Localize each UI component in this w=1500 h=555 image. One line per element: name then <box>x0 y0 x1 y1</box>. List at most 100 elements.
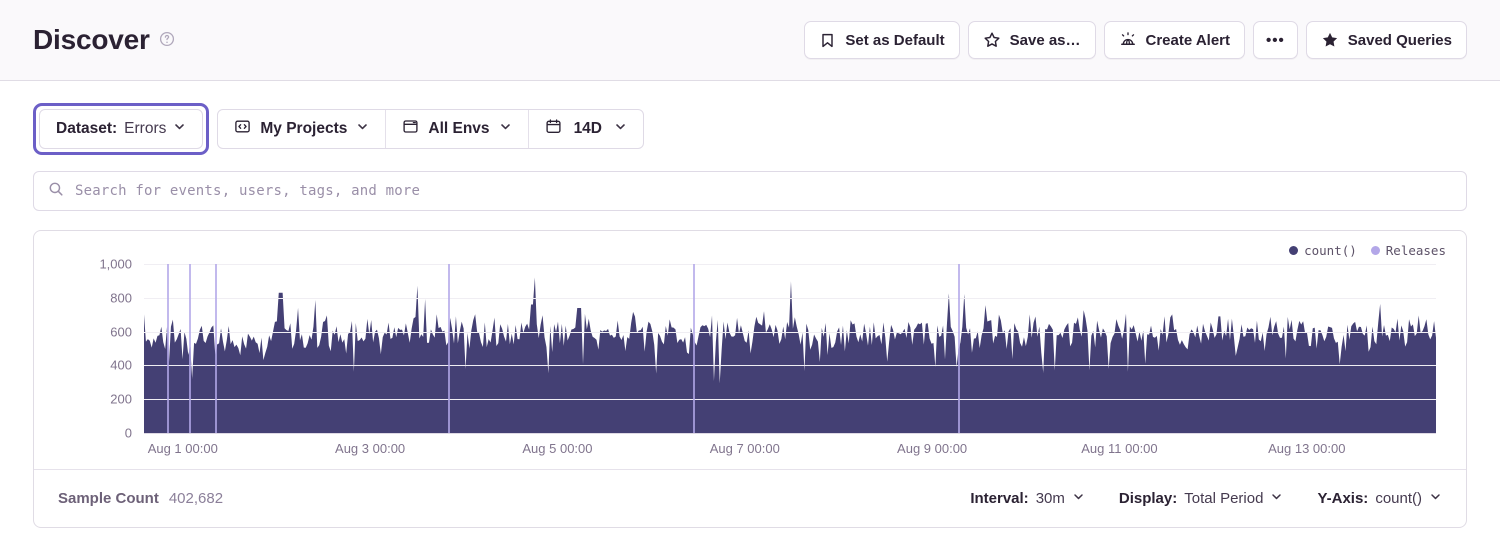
interval-selector[interactable]: Interval: 30m <box>970 490 1085 507</box>
release-marker[interactable] <box>189 264 192 433</box>
divider <box>385 110 387 148</box>
chart-plot-area[interactable] <box>144 264 1436 434</box>
legend-dot-count <box>1289 246 1299 255</box>
y-axis-tick: 200 <box>110 391 132 407</box>
saved-queries-button[interactable]: Saved Queries <box>1305 21 1467 59</box>
chevron-down-icon <box>614 120 627 138</box>
set-as-default-button[interactable]: Set as Default <box>804 21 960 59</box>
y-axis-tick: 0 <box>124 425 132 441</box>
chart-series-svg <box>144 277 1436 433</box>
project-icon <box>234 118 251 140</box>
chevron-down-icon <box>1429 490 1442 507</box>
project-label: My Projects <box>260 120 348 137</box>
date-range-label: 14D <box>573 120 602 137</box>
window-icon <box>402 118 419 140</box>
chart-area-count <box>144 277 1436 433</box>
release-marker[interactable] <box>447 264 450 433</box>
release-marker[interactable] <box>215 264 218 433</box>
search-wrap: Search for events, users, tags, and more <box>0 155 1500 211</box>
more-options-button[interactable]: ••• <box>1253 21 1298 59</box>
environment-selector[interactable]: All Envs <box>386 110 527 148</box>
sample-count-value: 402,682 <box>168 490 224 507</box>
x-axis-tick: Aug 9 00:00 <box>897 441 968 456</box>
chart-body: count() Releases 0 200 400 600 800 1,000 Aug … <box>34 231 1466 469</box>
create-alert-button[interactable]: Create Alert <box>1103 21 1245 59</box>
chart-legend: count() Releases <box>1289 243 1446 258</box>
chevron-down-icon <box>173 120 186 138</box>
page-title: Discover <box>33 24 150 55</box>
gridline <box>144 365 1436 367</box>
x-axis-tick: Aug 3 00:00 <box>335 441 406 456</box>
display-label: Display: <box>1118 490 1178 507</box>
sample-count: Sample Count 402,682 <box>58 490 223 507</box>
question-circle-icon[interactable] <box>159 31 175 47</box>
divider <box>527 110 529 148</box>
y-axis-tick: 400 <box>110 357 132 373</box>
ellipsis-icon: ••• <box>1266 31 1285 49</box>
star-outline-icon <box>983 31 1001 49</box>
interval-value: 30m <box>1035 490 1065 507</box>
chevron-down-icon <box>1270 490 1283 507</box>
chevron-down-icon <box>1072 490 1085 507</box>
save-as-button[interactable]: Save as… <box>967 21 1096 59</box>
search-placeholder: Search for events, users, tags, and more <box>75 183 421 199</box>
dataset-label: Dataset: <box>56 120 118 137</box>
gridline <box>144 331 1436 333</box>
filter-bar: Dataset: Errors My Projects <box>0 81 1500 155</box>
legend-item-count[interactable]: count() <box>1289 243 1357 258</box>
header-actions: Set as Default Save as… Create Alert <box>804 21 1467 59</box>
x-axis-tick: Aug 1 00:00 <box>147 441 218 456</box>
chevron-down-icon <box>499 120 512 138</box>
star-filled-icon <box>1321 31 1339 49</box>
gridline <box>144 433 1436 434</box>
release-marker[interactable] <box>693 264 696 433</box>
search-icon <box>48 181 64 202</box>
dataset-selector-focus-ring: Dataset: Errors <box>33 103 210 155</box>
page-header: Discover Set as Default Save <box>0 0 1500 81</box>
y-axis-tick: 1,000 <box>99 256 132 272</box>
y-axis-value: count() <box>1375 490 1422 507</box>
save-as-label: Save as… <box>1009 31 1081 49</box>
footer-controls: Interval: 30m Display: Total Period Y-Ax… <box>970 490 1442 507</box>
gridline <box>144 399 1436 401</box>
y-axis-tick: 800 <box>110 290 132 306</box>
interval-label: Interval: <box>970 490 1029 507</box>
y-axis-label: Y-Axis: <box>1317 490 1369 507</box>
chart-footer: Sample Count 402,682 Interval: 30m Displ… <box>34 469 1466 527</box>
bookmark-icon <box>819 32 836 49</box>
project-selector[interactable]: My Projects <box>218 110 385 148</box>
legend-label-releases: Releases <box>1385 243 1446 258</box>
calendar-icon <box>545 118 562 140</box>
filter-group: My Projects All Envs <box>217 109 644 149</box>
y-axis-selector[interactable]: Y-Axis: count() <box>1317 490 1442 507</box>
legend-dot-releases <box>1370 246 1380 255</box>
release-marker[interactable] <box>957 264 960 433</box>
environment-label: All Envs <box>428 120 490 137</box>
x-axis-tick: Aug 5 00:00 <box>522 441 593 456</box>
title-wrap: Discover <box>33 24 175 56</box>
create-alert-label: Create Alert <box>1145 31 1230 49</box>
sample-count-label: Sample Count <box>58 490 159 507</box>
x-axis-tick: Aug 11 00:00 <box>1081 441 1158 456</box>
legend-label-count: count() <box>1304 243 1357 258</box>
y-axis-tick: 600 <box>110 324 132 340</box>
legend-item-releases[interactable]: Releases <box>1370 243 1446 258</box>
display-value: Total Period <box>1184 490 1264 507</box>
search-input[interactable]: Search for events, users, tags, and more <box>33 171 1467 211</box>
gridline <box>144 264 1436 265</box>
release-marker[interactable] <box>167 264 170 433</box>
x-axis-tick: Aug 7 00:00 <box>709 441 780 456</box>
siren-icon <box>1119 31 1137 49</box>
x-axis-labels: Aug 1 00:00 Aug 3 00:00 Aug 5 00:00 Aug 7 0… <box>144 441 1436 459</box>
dataset-value: Errors <box>124 120 167 137</box>
dataset-selector[interactable]: Dataset: Errors <box>39 109 204 149</box>
display-selector[interactable]: Display: Total Period <box>1119 490 1284 507</box>
chart-card: count() Releases 0 200 400 600 800 1,000 Aug … <box>33 230 1467 528</box>
y-axis-labels: 0 200 400 600 800 1,000 <box>34 257 132 441</box>
date-range-selector[interactable]: 14D <box>529 110 643 148</box>
chevron-down-icon <box>356 120 369 138</box>
set-as-default-label: Set as Default <box>845 31 945 49</box>
x-axis-tick: Aug 13 00:00 <box>1268 441 1346 456</box>
gridline <box>144 297 1436 299</box>
saved-queries-label: Saved Queries <box>1347 31 1452 49</box>
